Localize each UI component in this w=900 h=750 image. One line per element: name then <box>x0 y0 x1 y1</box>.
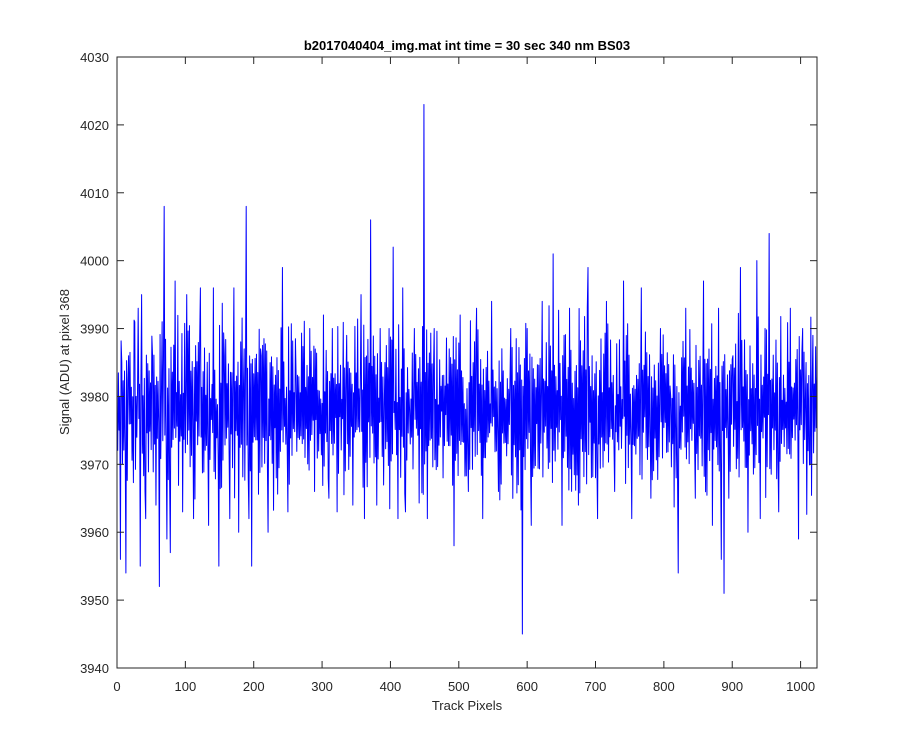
y-tick-label: 3940 <box>80 661 109 676</box>
y-axis-label: Signal (ADU) at pixel 368 <box>57 289 72 435</box>
y-tick-label: 3960 <box>80 525 109 540</box>
series-layer <box>117 104 818 635</box>
axes-box <box>116 56 818 669</box>
x-tick-label: 0 <box>113 679 120 694</box>
x-tick-label: 300 <box>311 679 333 694</box>
y-tick-label: 4000 <box>80 254 109 269</box>
y-tick-label: 3990 <box>80 322 109 337</box>
x-tick-label: 200 <box>243 679 265 694</box>
y-tick-label: 4010 <box>80 186 109 201</box>
x-tick-label: 1000 <box>786 679 815 694</box>
x-tick-label: 400 <box>380 679 402 694</box>
x-tick-label: 600 <box>516 679 538 694</box>
x-tick-label: 900 <box>721 679 743 694</box>
x-axis-label: Track Pixels <box>432 698 503 713</box>
y-tick-label: 4030 <box>80 50 109 65</box>
x-tick-label: 100 <box>175 679 197 694</box>
y-ticks: 3940 3950 3960 3970 3980 3990 4000 4010 4020 4030 <box>80 50 817 676</box>
x-ticks: 0 100 200 300 400 500 600 700 800 900 1000 <box>113 57 815 694</box>
chart-title: b2017040404_img.mat int time = 30 sec 34… <box>304 38 630 53</box>
x-tick-label: 800 <box>653 679 675 694</box>
y-tick-label: 3970 <box>80 457 109 472</box>
y-tick-label: 3980 <box>80 389 109 404</box>
x-tick-label: 500 <box>448 679 470 694</box>
y-tick-label: 4020 <box>80 118 109 133</box>
x-tick-label: 700 <box>585 679 607 694</box>
series-line <box>117 104 818 635</box>
y-tick-label: 3950 <box>80 593 109 608</box>
